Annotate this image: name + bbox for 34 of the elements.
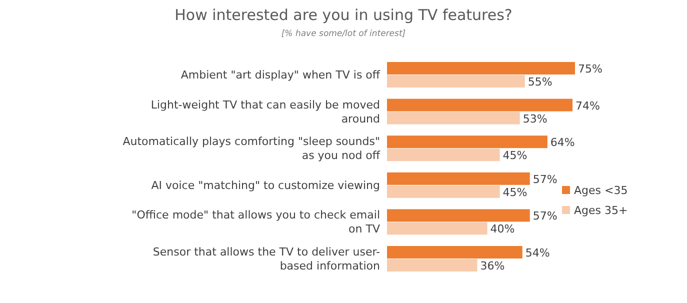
- y-tick-label: Light-weight TV that can easily be moved around: [150, 98, 380, 126]
- bar: [387, 209, 530, 222]
- bar: [387, 172, 530, 185]
- data-label: 53%: [522, 112, 548, 126]
- y-tick-label: Sensor that allows the TV to deliver user-based information: [152, 246, 380, 272]
- data-label: 57%: [532, 172, 558, 186]
- y-tick-label: Ambient "art display" when TV is off: [180, 68, 380, 82]
- chart-subtitle: [% have some/lot of interest]: [281, 29, 406, 39]
- bar: [387, 62, 575, 74]
- data-label: 55%: [528, 76, 552, 88]
- data-label: 45%: [502, 186, 528, 199]
- chart-title: How interested are you in using TV features?: [174, 6, 512, 24]
- data-label: 74%: [575, 99, 600, 112]
- bar: [387, 222, 488, 235]
- legend-label: Ages <35: [574, 184, 628, 197]
- data-label: 40%: [490, 222, 515, 236]
- data-label: 45%: [502, 149, 528, 162]
- bar: [387, 112, 520, 124]
- data-label: 75%: [578, 62, 602, 76]
- bar: [387, 98, 572, 112]
- data-label: 57%: [532, 210, 558, 223]
- data-label: 54%: [525, 246, 550, 260]
- y-tick-label: "Office mode" that allows you to check email on TV: [132, 208, 380, 236]
- bar: [387, 246, 522, 258]
- y-tick-label: AI voice "matching" to customize viewing: [151, 178, 380, 192]
- bar: [387, 136, 548, 148]
- bar: [387, 185, 500, 198]
- bar: [387, 259, 478, 272]
- data-label: 64%: [550, 136, 575, 150]
- bar: [387, 148, 500, 162]
- y-tick-label: Automatically plays comforting "sleep sounds" as you nod off: [122, 135, 380, 162]
- legend-label: Ages 35+: [574, 204, 628, 217]
- data-label: 36%: [480, 260, 505, 272]
- bar: [387, 75, 525, 88]
